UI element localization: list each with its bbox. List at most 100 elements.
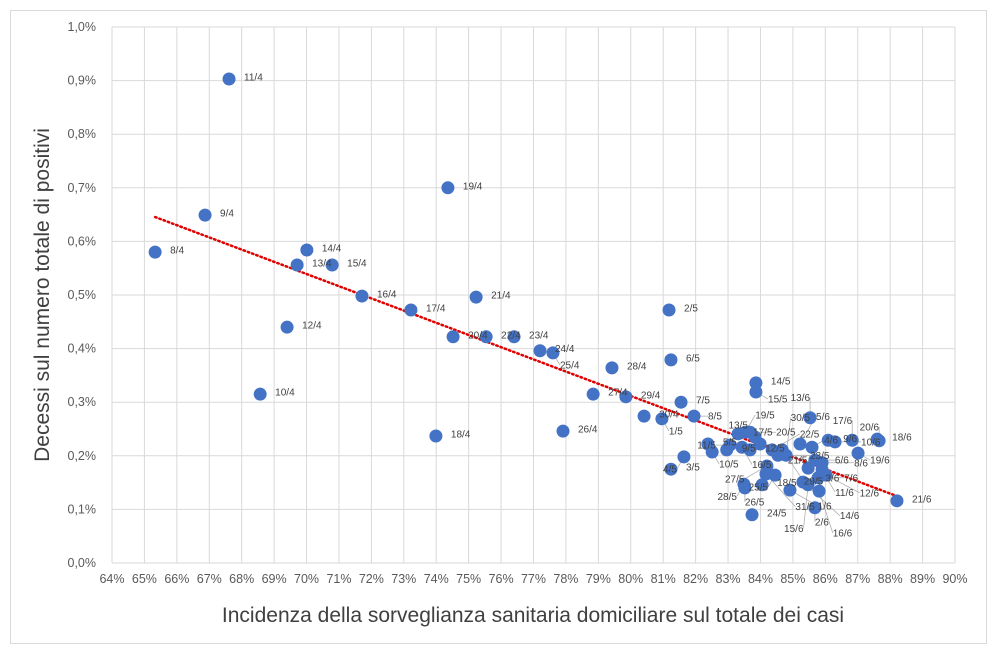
data-point: [325, 258, 339, 272]
data-point: [812, 484, 826, 498]
x-tick-label: 90%: [942, 572, 967, 586]
data-point: [664, 353, 678, 367]
data-point: [890, 494, 904, 508]
data-point: [222, 72, 236, 86]
data-point: [637, 409, 651, 423]
data-point: [735, 440, 749, 454]
point-label: 24/5: [767, 508, 787, 519]
x-tick-label: 69%: [262, 572, 287, 586]
data-point: [586, 387, 600, 401]
point-label: 4/6: [824, 436, 838, 447]
point-label: 30/4: [659, 410, 679, 421]
point-label: 12/6: [860, 488, 880, 499]
data-point: [805, 440, 819, 454]
point-label: 13/5: [728, 420, 748, 431]
y-tick-label: 0,4%: [68, 342, 97, 356]
x-tick-label: 77%: [521, 572, 546, 586]
point-label: 7/6: [844, 473, 858, 484]
data-point: [753, 437, 767, 451]
x-tick-label: 76%: [489, 572, 514, 586]
point-label: 2/5: [684, 304, 698, 315]
data-point: [793, 437, 807, 451]
point-label: 1/5: [669, 426, 683, 437]
point-label: 12/5: [765, 443, 785, 454]
point-label: 25/4: [560, 361, 580, 372]
y-tick-label: 0,8%: [68, 127, 97, 141]
data-point: [687, 409, 701, 423]
point-label: 3/5: [686, 463, 700, 474]
x-tick-label: 81%: [651, 572, 676, 586]
x-tick-label: 83%: [716, 572, 741, 586]
point-label: 20/5: [776, 428, 796, 439]
point-label: 18/6: [892, 433, 912, 444]
point-label: 9/4: [220, 209, 234, 220]
point-label: 18/4: [451, 429, 471, 440]
data-point: [280, 320, 294, 334]
x-tick-label: 82%: [683, 572, 708, 586]
x-tick-label: 89%: [910, 572, 935, 586]
data-point: [664, 462, 678, 476]
x-tick-label: 74%: [424, 572, 449, 586]
x-tick-label: 87%: [845, 572, 870, 586]
point-label: 20/6: [860, 422, 880, 433]
data-point: [533, 344, 547, 358]
point-label: 22/4: [501, 330, 521, 341]
data-point: [828, 435, 842, 449]
data-point: [253, 387, 267, 401]
point-label: 17/4: [426, 304, 446, 315]
data-point: [845, 433, 859, 447]
y-tick-label: 0,6%: [68, 234, 97, 248]
point-label: 11/6: [835, 488, 854, 499]
y-tick-label: 0,1%: [68, 502, 97, 516]
data-point: [759, 467, 773, 481]
data-point: [819, 468, 833, 482]
x-tick-label: 72%: [359, 572, 384, 586]
point-label: 19/6: [870, 456, 890, 467]
data-point: [723, 438, 737, 452]
point-label: 14/5: [771, 376, 791, 387]
data-point: [677, 450, 691, 464]
point-label: 23/4: [529, 330, 549, 341]
data-point: [605, 361, 619, 375]
data-point: [705, 445, 719, 459]
data-point: [783, 483, 797, 497]
y-tick-label: 1,0%: [68, 20, 97, 34]
data-point: [737, 477, 751, 491]
x-tick-label: 65%: [132, 572, 157, 586]
label-leader-line: [803, 484, 809, 529]
data-point: [755, 478, 769, 492]
point-label: 23/5: [810, 451, 830, 462]
point-label: 11/4: [244, 72, 263, 83]
data-point: [851, 446, 865, 460]
point-label: 4/5: [663, 464, 677, 475]
point-label: 8/4: [170, 246, 184, 257]
point-label: 27/4: [608, 388, 628, 399]
point-label: 18/5: [777, 478, 797, 489]
point-label: 3/6: [825, 474, 839, 485]
point-label: 5/5: [723, 438, 737, 449]
point-label: 16/5: [752, 460, 772, 471]
point-labels: 8/4 9/4 10/4 11/4 12/4 13/4 14/4 15/4 16/4 17/4 18…: [170, 72, 932, 539]
point-label: 7/5: [696, 396, 710, 407]
x-tick-label: 85%: [780, 572, 805, 586]
data-point: [355, 289, 369, 303]
point-label: 17/6: [833, 416, 853, 427]
point-label: 8/5: [708, 412, 722, 423]
label-leader-line: [818, 491, 834, 534]
data-point: [808, 501, 822, 515]
data-point: [479, 330, 493, 344]
x-tick-label: 64%: [99, 572, 124, 586]
point-label: 1/6: [818, 502, 832, 513]
point-label: 21/6: [912, 494, 932, 505]
point-label: 29/5: [804, 477, 824, 488]
data-point: [662, 303, 676, 317]
y-tick-label: 0,9%: [68, 74, 97, 88]
x-tick-label: 88%: [878, 572, 903, 586]
x-tick-label: 78%: [553, 572, 578, 586]
y-tick-label: 0,0%: [68, 556, 97, 570]
data-points: [148, 72, 904, 522]
point-label: 6/5: [686, 353, 700, 364]
data-point: [429, 429, 443, 443]
data-point: [469, 290, 483, 304]
y-tick-label: 0,5%: [68, 288, 97, 302]
